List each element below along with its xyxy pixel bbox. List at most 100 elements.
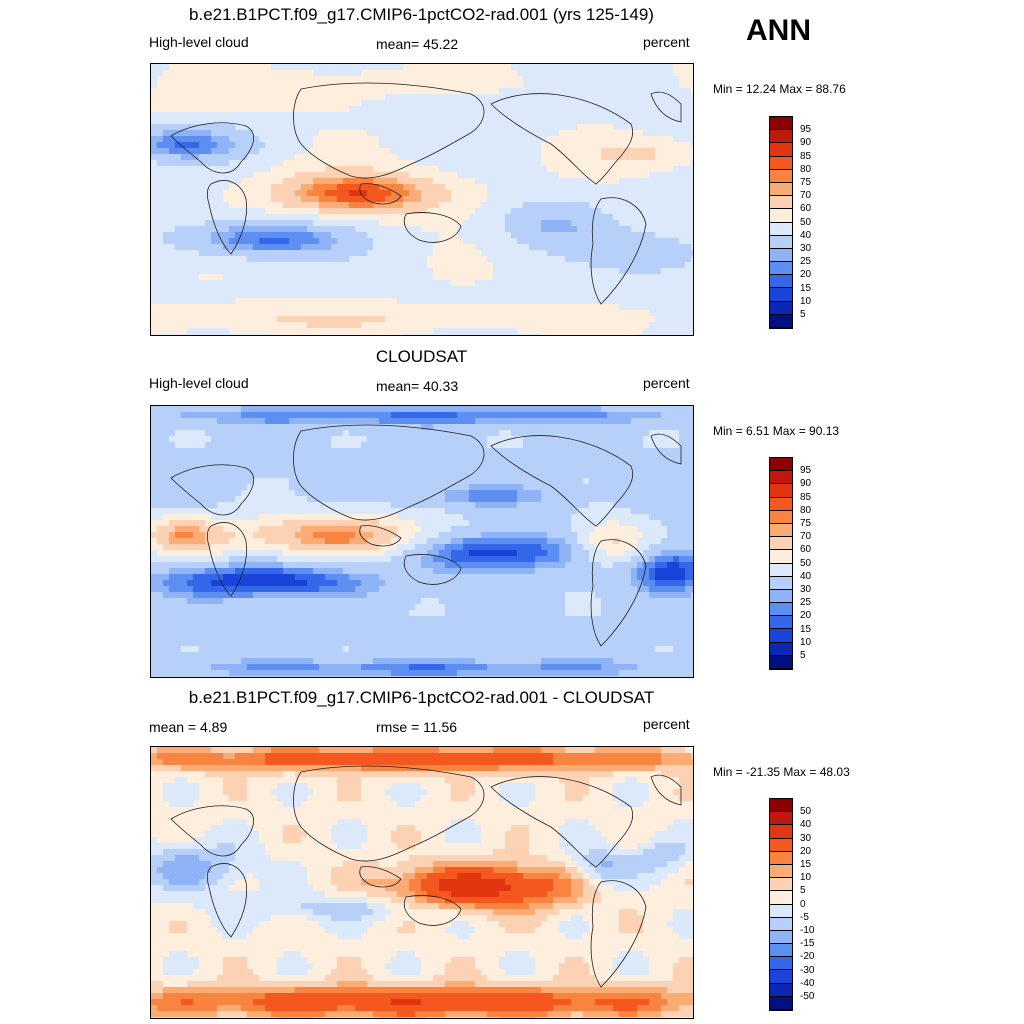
- contour-cell: [667, 316, 674, 323]
- contour-cell: [169, 142, 176, 149]
- contour-cell: [553, 316, 560, 323]
- colorbar-swatch: [770, 156, 792, 170]
- contour-cell: [355, 448, 362, 455]
- contour-cell: [175, 106, 182, 113]
- contour-cell: [349, 190, 356, 197]
- contour-cell: [631, 112, 638, 119]
- contour-cell: [409, 322, 416, 329]
- contour-cell: [247, 196, 254, 203]
- contour-cell: [301, 130, 308, 137]
- contour-cell: [355, 190, 362, 197]
- contour-cell: [619, 88, 626, 95]
- contour-cell: [187, 238, 194, 245]
- contour-cell: [637, 316, 644, 323]
- contour-cell: [307, 154, 314, 161]
- contour-cell: [601, 220, 608, 227]
- contour-cell: [361, 64, 368, 71]
- contour-cell: [355, 220, 362, 227]
- contour-cell: [259, 76, 266, 83]
- contour-cell: [499, 442, 506, 449]
- contour-cell: [535, 286, 542, 293]
- contour-cell: [427, 166, 434, 173]
- contour-cell: [583, 112, 590, 119]
- contour-cell: [373, 118, 380, 125]
- contour-cell: [217, 304, 224, 311]
- contour-cell: [217, 436, 224, 443]
- contour-cell: [157, 310, 164, 317]
- contour-cell: [493, 244, 500, 251]
- contour-cell: [445, 424, 452, 431]
- contour-cell: [571, 298, 578, 305]
- contour-cell: [157, 130, 164, 137]
- contour-cell: [349, 142, 356, 149]
- contour-cell: [427, 214, 434, 221]
- contour-cell: [307, 268, 314, 275]
- contour-cell: [373, 142, 380, 149]
- contour-cell: [607, 424, 614, 431]
- contour-cell: [241, 442, 248, 449]
- contour-cell: [493, 286, 500, 293]
- contour-cell: [241, 286, 248, 293]
- contour-cell: [667, 256, 674, 263]
- contour-cell: [613, 232, 620, 239]
- contour-cell: [247, 148, 254, 155]
- contour-cell: [469, 424, 476, 431]
- contour-cell: [433, 214, 440, 221]
- contour-cell: [349, 196, 356, 203]
- contour-cell: [211, 454, 218, 461]
- contour-cell: [307, 70, 314, 77]
- contour-cell: [661, 142, 668, 149]
- contour-cell: [685, 418, 692, 425]
- contour-cell: [373, 304, 380, 311]
- contour-cell: [223, 436, 230, 443]
- contour-cell: [679, 418, 686, 425]
- contour-cell: [271, 298, 278, 305]
- contour-cell: [565, 436, 572, 443]
- contour-cell: [457, 436, 464, 443]
- contour-cell: [487, 106, 494, 113]
- contour-cell: [547, 328, 554, 335]
- contour-cell: [613, 208, 620, 215]
- contour-cell: [373, 220, 380, 227]
- contour-cell: [277, 82, 284, 89]
- contour-cell: [595, 328, 602, 335]
- contour-cell: [463, 436, 470, 443]
- contour-cell: [625, 406, 632, 413]
- contour-cell: [601, 202, 608, 209]
- contour-cell: [493, 292, 500, 299]
- contour-cell: [319, 136, 326, 143]
- contour-cell: [205, 280, 212, 287]
- contour-cell: [355, 64, 362, 71]
- contour-cell: [331, 226, 338, 233]
- contour-cell: [349, 448, 356, 455]
- contour-cell: [289, 226, 296, 233]
- contour-cell: [265, 94, 272, 101]
- colorbar-swatch: [770, 288, 792, 302]
- contour-cell: [373, 172, 380, 179]
- contour-cell: [673, 112, 680, 119]
- contour-cell: [307, 418, 314, 425]
- contour-cell: [319, 76, 326, 83]
- contour-cell: [319, 448, 326, 455]
- contour-cell: [211, 244, 218, 251]
- contour-cell: [271, 274, 278, 281]
- contour-cell: [289, 112, 296, 119]
- contour-cell: [661, 286, 668, 293]
- contour-cell: [661, 124, 668, 131]
- contour-cell: [403, 124, 410, 131]
- contour-cell: [565, 88, 572, 95]
- contour-cell: [601, 406, 608, 413]
- contour-cell: [613, 118, 620, 125]
- contour-cell: [349, 88, 356, 95]
- contour-cell: [283, 220, 290, 227]
- contour-cell: [157, 244, 164, 251]
- contour-cell: [439, 268, 446, 275]
- contour-cell: [487, 94, 494, 101]
- contour-cell: [415, 202, 422, 209]
- contour-cell: [433, 202, 440, 209]
- contour-cell: [481, 430, 488, 437]
- contour-cell: [505, 412, 512, 419]
- contour-cell: [277, 130, 284, 137]
- contour-cell: [607, 430, 614, 437]
- contour-cell: [409, 154, 416, 161]
